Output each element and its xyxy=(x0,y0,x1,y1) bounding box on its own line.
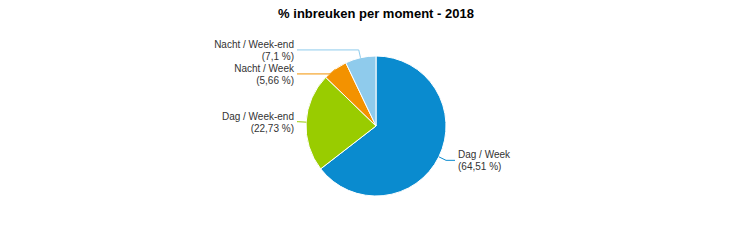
slice-label: Nacht / Week-end xyxy=(214,39,294,50)
pie: Dag / Week(64,51 %) Dag / Week-end(22,73 … xyxy=(214,39,511,196)
leader-line xyxy=(297,50,361,58)
slice-value-label: (22,73 %) xyxy=(251,123,294,134)
leader-line xyxy=(439,157,455,161)
slice-value-label: (64,51 %) xyxy=(458,161,501,172)
leader-line xyxy=(297,69,335,74)
slice-label: Nacht / Week xyxy=(234,63,295,74)
chart: % inbreuken per moment - 2018Dag / Week(… xyxy=(0,0,752,226)
slice-label: Dag / Week-end xyxy=(222,111,294,122)
pie-slice xyxy=(346,56,376,126)
slice-label: Dag / Week xyxy=(458,149,511,160)
slice-value-label: (5,66 %) xyxy=(256,75,294,86)
chart-title: % inbreuken per moment - 2018 xyxy=(278,6,474,21)
slice-value-label: (7,1 %) xyxy=(262,51,294,62)
leader-line xyxy=(297,121,306,122)
